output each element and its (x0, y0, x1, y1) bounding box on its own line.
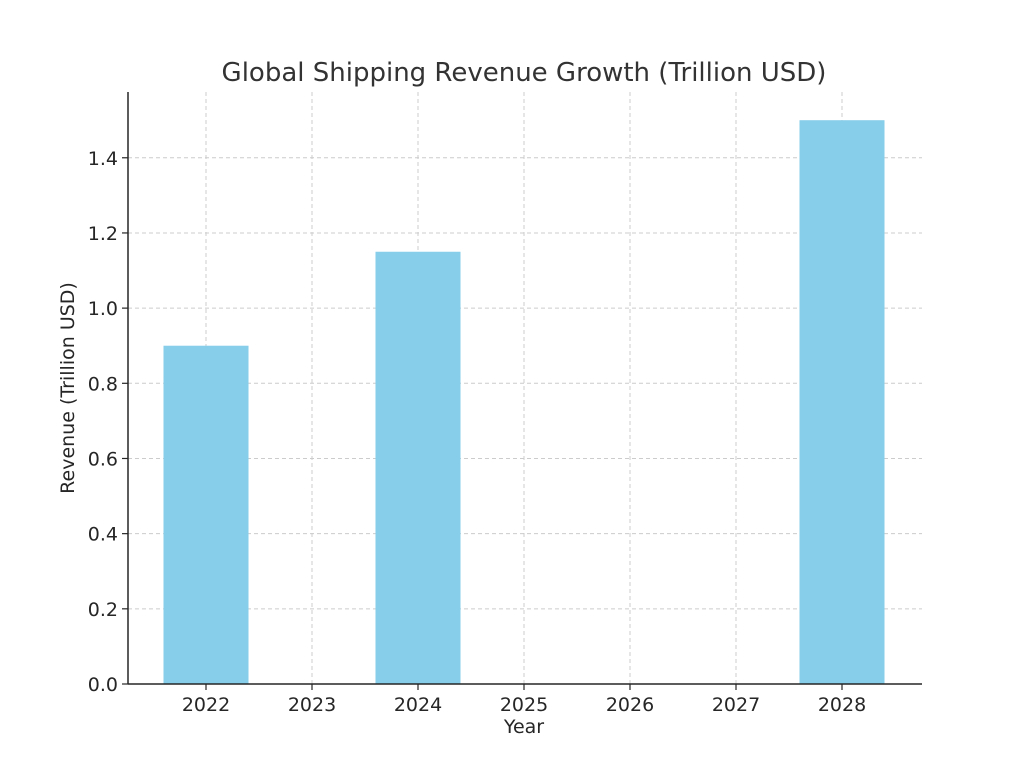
x-tick-label: 2025 (500, 694, 548, 716)
y-tick-label: 0.8 (88, 373, 118, 395)
chart-title: Global Shipping Revenue Growth (Trillion… (222, 58, 827, 88)
y-tick-label: 1.2 (88, 223, 118, 245)
y-tick-label: 1.0 (88, 298, 118, 320)
y-tick-label: 0.6 (88, 448, 118, 470)
y-tick-label: 1.4 (88, 148, 118, 170)
x-axis-label: Year (503, 716, 544, 738)
x-tick-label: 2027 (712, 694, 760, 716)
x-tick-label: 2028 (818, 694, 866, 716)
x-axis-ticks: 2022 2023 2024 2025 2026 2027 2028 (182, 684, 866, 716)
y-tick-label: 0.2 (88, 599, 118, 621)
y-tick-label: 0.0 (88, 674, 118, 696)
x-tick-label: 2022 (182, 694, 230, 716)
bar-2024 (375, 251, 461, 684)
bar-2022 (163, 345, 249, 684)
bars (163, 120, 885, 684)
x-tick-label: 2023 (288, 694, 336, 716)
axes (127, 92, 922, 685)
x-tick-label: 2026 (606, 694, 654, 716)
y-tick-label: 0.4 (88, 524, 118, 546)
y-axis-label: Revenue (Trillion USD) (57, 282, 79, 494)
x-tick-label: 2024 (394, 694, 442, 716)
y-axis-ticks: 0.0 0.2 0.4 0.6 0.8 1.0 1.2 1.4 (88, 148, 128, 696)
bar-2028 (799, 120, 885, 684)
